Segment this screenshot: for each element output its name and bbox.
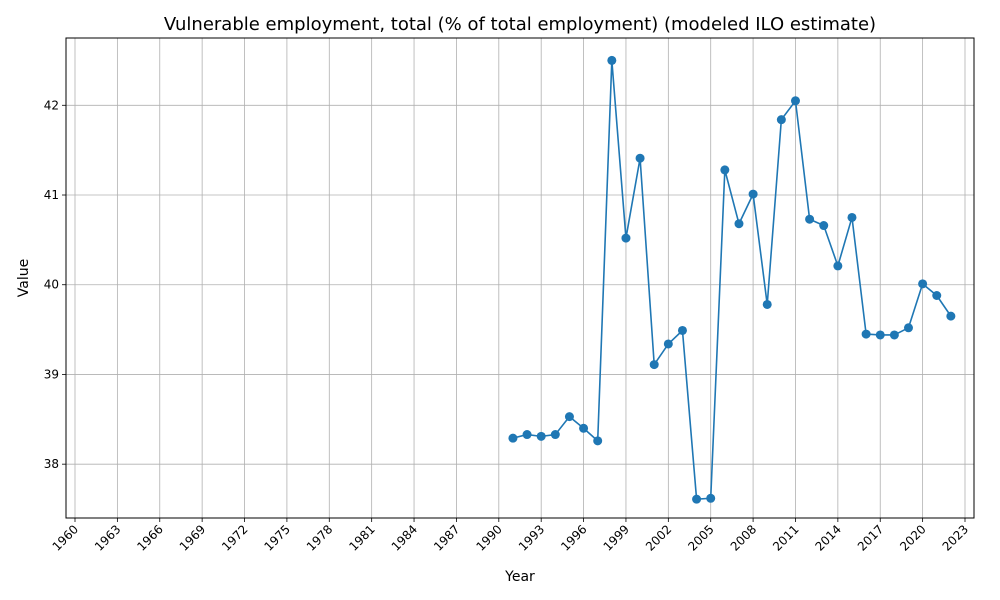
data-point [946,311,956,321]
data-point [607,55,617,65]
data-point [522,430,532,440]
y-axis-title: Value [16,259,32,297]
data-point [805,214,815,224]
data-point [762,299,772,309]
data-point [663,339,673,349]
y-tick-label: 38 [44,457,59,471]
data-point [918,279,928,289]
data-point [734,219,744,229]
data-point [621,233,631,243]
y-axis: 38 39 40 41 42 [44,98,66,471]
data-point [790,96,800,106]
series-layer [508,55,956,504]
data-point [536,431,546,441]
y-tick-label: 40 [44,278,59,292]
chart-title: Vulnerable employment, total (% of total… [164,14,876,35]
data-point [847,212,857,222]
data-point [903,323,913,333]
plot-frame [65,37,975,519]
data-point [861,329,871,339]
data-point [748,189,758,199]
data-point [692,494,702,504]
x-axis-title: Year [504,569,535,585]
y-tick-label: 41 [44,188,59,202]
y-tick-label: 42 [44,98,59,112]
data-point [776,115,786,125]
data-point [720,165,730,175]
data-point [819,221,829,231]
grid [66,38,974,518]
data-point [706,493,716,503]
data-point [593,436,603,446]
data-point [875,330,885,340]
data-point [508,433,518,443]
data-point [677,325,687,335]
data-point [932,291,942,300]
data-point [833,261,843,271]
data-point [564,412,574,422]
data-point [550,430,560,440]
data-point [635,153,645,163]
data-point [889,330,899,340]
data-point [649,360,659,370]
data-point [579,423,589,433]
y-tick-label: 39 [44,367,59,381]
